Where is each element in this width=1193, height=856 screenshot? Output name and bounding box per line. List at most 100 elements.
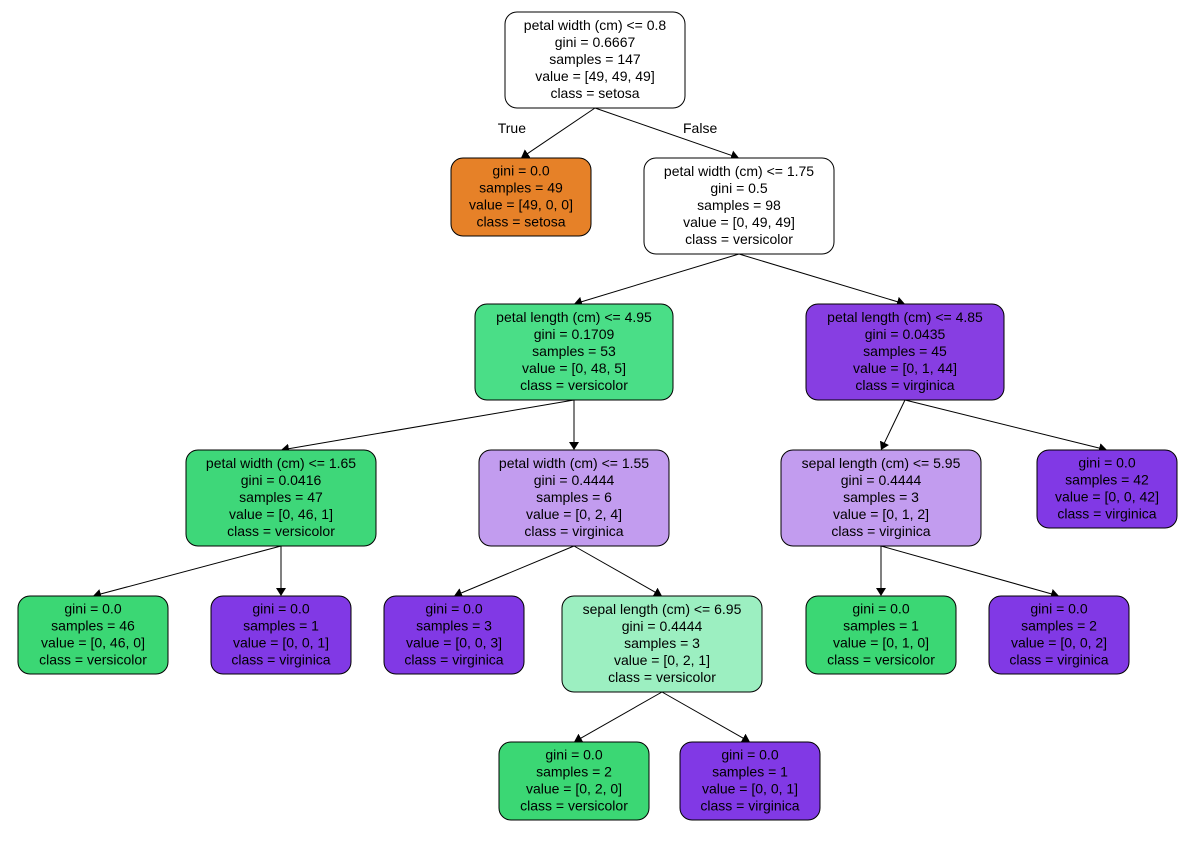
node-text-line: class = virginica xyxy=(1009,652,1108,668)
tree-node: sepal length (cm) <= 6.95gini = 0.4444sa… xyxy=(562,596,762,692)
node-text-line: value = [0, 0, 42] xyxy=(1055,489,1159,505)
node-text-line: samples = 3 xyxy=(843,489,919,505)
node-text-line: samples = 49 xyxy=(479,180,563,196)
node-text-line: petal length (cm) <= 4.95 xyxy=(496,309,652,325)
node-text-line: class = virginica xyxy=(404,652,503,668)
node-text-line: value = [0, 2, 0] xyxy=(526,781,622,797)
node-text-line: gini = 0.0 xyxy=(492,163,549,179)
node-text-line: gini = 0.0 xyxy=(252,601,309,617)
node-text-line: class = setosa xyxy=(476,214,565,230)
edge xyxy=(881,400,905,449)
node-text-line: class = virginica xyxy=(831,523,930,539)
node-text-line: petal width (cm) <= 1.55 xyxy=(499,455,649,471)
tree-node: sepal length (cm) <= 5.95gini = 0.4444sa… xyxy=(781,450,981,546)
node-text-line: value = [0, 46, 1] xyxy=(229,506,333,522)
node-text-line: gini = 0.6667 xyxy=(555,34,636,50)
node-text-line: gini = 0.4444 xyxy=(534,472,615,488)
node-text-line: gini = 0.4444 xyxy=(622,618,703,634)
edge-label: False xyxy=(683,120,717,136)
node-text-line: gini = 0.0 xyxy=(721,747,778,763)
tree-node: petal width (cm) <= 1.55gini = 0.4444sam… xyxy=(479,450,669,546)
node-text-line: gini = 0.0435 xyxy=(865,326,946,342)
nodes-layer: petal width (cm) <= 0.8gini = 0.6667samp… xyxy=(18,12,1177,820)
node-text-line: class = virginica xyxy=(1057,506,1156,522)
node-text-line: value = [0, 0, 3] xyxy=(406,635,502,651)
node-text-line: value = [0, 0, 1] xyxy=(702,781,798,797)
edge xyxy=(739,254,904,304)
node-text-line: gini = 0.0 xyxy=(1078,455,1135,471)
node-text-line: samples = 3 xyxy=(416,618,492,634)
edge xyxy=(574,546,661,596)
node-text-line: samples = 2 xyxy=(1021,618,1097,634)
node-text-line: samples = 1 xyxy=(243,618,319,634)
tree-node: petal width (cm) <= 1.75gini = 0.5sample… xyxy=(644,158,834,254)
node-text-line: samples = 147 xyxy=(549,51,641,67)
node-text-line: samples = 2 xyxy=(536,764,612,780)
node-text-line: samples = 53 xyxy=(532,343,616,359)
tree-node: gini = 0.0samples = 2value = [0, 0, 2]cl… xyxy=(989,596,1129,674)
node-text-line: class = versicolor xyxy=(227,523,335,539)
edge xyxy=(575,692,662,742)
node-text-line: samples = 42 xyxy=(1065,472,1149,488)
tree-node: gini = 0.0samples = 2value = [0, 2, 0]cl… xyxy=(499,742,649,820)
node-text-line: value = [0, 1, 2] xyxy=(833,506,929,522)
decision-tree-diagram: TrueFalse petal width (cm) <= 0.8gini = … xyxy=(0,0,1193,856)
node-text-line: petal length (cm) <= 4.85 xyxy=(827,309,983,325)
node-text-line: value = [0, 1, 0] xyxy=(833,635,929,651)
node-text-line: gini = 0.4444 xyxy=(841,472,922,488)
node-text-line: samples = 46 xyxy=(51,618,135,634)
node-text-line: value = [0, 46, 0] xyxy=(41,635,145,651)
edge xyxy=(881,546,1058,596)
node-text-line: value = [0, 0, 2] xyxy=(1011,635,1107,651)
node-text-line: value = [0, 0, 1] xyxy=(233,635,329,651)
node-text-line: samples = 98 xyxy=(697,197,781,213)
node-text-line: gini = 0.5 xyxy=(710,180,767,196)
node-text-line: petal width (cm) <= 0.8 xyxy=(524,17,667,33)
node-text-line: value = [0, 49, 49] xyxy=(683,214,795,230)
node-text-line: gini = 0.0 xyxy=(64,601,121,617)
node-text-line: value = [0, 48, 5] xyxy=(522,360,626,376)
edge xyxy=(905,400,1106,450)
tree-node: petal width (cm) <= 0.8gini = 0.6667samp… xyxy=(505,12,685,108)
tree-node: petal length (cm) <= 4.95gini = 0.1709sa… xyxy=(475,304,673,400)
edge xyxy=(282,400,574,450)
tree-node: gini = 0.0samples = 42value = [0, 0, 42]… xyxy=(1037,450,1177,528)
node-text-line: samples = 1 xyxy=(843,618,919,634)
node-text-line: sepal length (cm) <= 5.95 xyxy=(802,455,961,471)
node-text-line: class = versicolor xyxy=(520,377,628,393)
tree-node: gini = 0.0samples = 1value = [0, 0, 1]cl… xyxy=(211,596,351,674)
node-text-line: petal width (cm) <= 1.65 xyxy=(206,455,356,471)
node-text-line: value = [49, 0, 0] xyxy=(469,197,573,213)
edge xyxy=(522,108,595,157)
node-text-line: samples = 3 xyxy=(624,635,700,651)
node-text-line: class = versicolor xyxy=(608,669,716,685)
node-text-line: gini = 0.0416 xyxy=(241,472,322,488)
node-text-line: gini = 0.0 xyxy=(852,601,909,617)
node-text-line: class = versicolor xyxy=(685,231,793,247)
node-text-line: samples = 45 xyxy=(863,343,947,359)
tree-node: gini = 0.0samples = 49value = [49, 0, 0]… xyxy=(451,158,591,236)
edge xyxy=(94,546,281,596)
tree-node: petal width (cm) <= 1.65gini = 0.0416sam… xyxy=(186,450,376,546)
node-text-line: samples = 6 xyxy=(536,489,612,505)
node-text-line: class = setosa xyxy=(550,85,639,101)
node-text-line: samples = 47 xyxy=(239,489,323,505)
edge xyxy=(455,546,574,596)
node-text-line: gini = 0.0 xyxy=(1030,601,1087,617)
edge xyxy=(575,254,739,304)
tree-node: gini = 0.0samples = 1value = [0, 0, 1]cl… xyxy=(680,742,820,820)
node-text-line: gini = 0.0 xyxy=(425,601,482,617)
tree-node: petal length (cm) <= 4.85gini = 0.0435sa… xyxy=(806,304,1004,400)
edge-label: True xyxy=(498,120,526,136)
node-text-line: class = virginica xyxy=(524,523,623,539)
tree-node: gini = 0.0samples = 1value = [0, 1, 0]cl… xyxy=(806,596,956,674)
tree-node: gini = 0.0samples = 3value = [0, 0, 3]cl… xyxy=(384,596,524,674)
node-text-line: class = virginica xyxy=(700,798,799,814)
tree-node: gini = 0.0samples = 46value = [0, 46, 0]… xyxy=(18,596,168,674)
edge xyxy=(662,692,749,742)
node-text-line: samples = 1 xyxy=(712,764,788,780)
node-text-line: petal width (cm) <= 1.75 xyxy=(664,163,814,179)
node-text-line: gini = 0.1709 xyxy=(534,326,615,342)
node-text-line: value = [0, 2, 4] xyxy=(526,506,622,522)
node-text-line: class = versicolor xyxy=(39,652,147,668)
